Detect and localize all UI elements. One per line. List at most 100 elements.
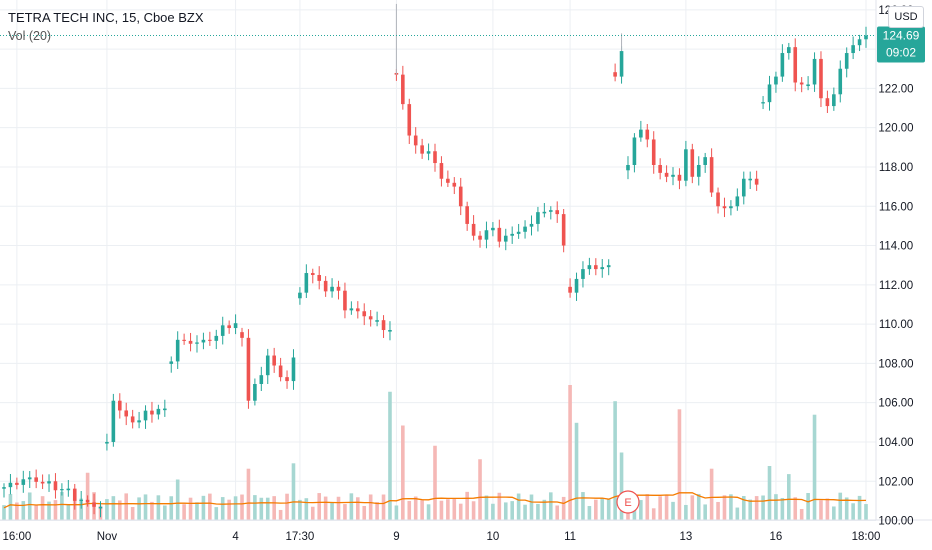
volume-bar [838,492,843,520]
candle-body [857,39,862,46]
volume-bar [40,496,45,520]
symbol-title[interactable]: TETRA TECH INC, 15, Cboe BZX [8,10,204,25]
candle-body [626,165,630,171]
volume-bar [343,504,347,520]
candle-body [285,377,289,382]
volume-bar [735,507,740,520]
volume-bar [729,494,733,520]
volume-bar [664,494,669,520]
volume-bar [2,505,6,520]
candle-body [696,165,701,177]
volume-bar [645,494,650,520]
candle-body [645,129,650,140]
volume-bar [754,496,759,520]
price-tick-label: 102.00 [878,476,913,488]
candle-body [34,477,38,482]
volume-bar [465,491,469,520]
candle-body [47,481,51,484]
price-tick-label: 116.00 [879,201,913,213]
candle-body [465,206,469,224]
volume-bar [34,504,38,520]
candle-body [478,235,482,240]
volume-bar [703,504,707,520]
volume-bar [323,496,328,520]
candle-body [812,58,817,85]
volume-bar [709,468,714,520]
volume-bar [195,502,199,520]
time-axis[interactable]: 16:00 Nov 4 17:30 9 10 11 13 16 18:00 [2,531,880,543]
time-tick-label: 11 [564,531,576,543]
volume-bar [375,502,379,520]
candle-body [137,420,141,423]
candle-body [150,410,154,415]
candle-body [709,157,714,193]
volume-bar [812,414,817,520]
candle-body [594,265,598,270]
volume-bar [799,508,804,520]
candle-body [864,35,868,40]
candle-body [484,230,489,240]
candle-body [246,337,251,401]
volume-bar [568,385,572,520]
candle-body [401,74,405,105]
candle-body [343,290,347,311]
volume-moving-average-line [3,492,867,509]
currency-button[interactable]: USD [888,6,924,28]
volume-bar [111,496,116,520]
volume-bar [484,495,489,520]
candle-body [227,325,231,329]
volume-bar [787,474,791,520]
candle-body [574,278,579,293]
candle-body [66,488,71,491]
volume-bar [819,500,823,520]
candle-body [298,292,302,299]
volume-bar [401,425,405,520]
time-tick-label: 9 [393,531,399,543]
volume-bar [79,498,83,520]
candle-body [651,139,656,165]
volume-bar [143,494,148,520]
volume-indicator-label[interactable]: Vol (20) [8,29,52,43]
volume-bar [420,500,424,520]
candle-body [169,361,174,364]
volume-bar [246,468,251,520]
earnings-marker[interactable]: E [616,490,640,514]
volume-bar [150,501,154,520]
candle-body [658,165,662,173]
candle-body [787,47,791,54]
candle-body [529,223,534,227]
volume-bar [767,466,772,520]
candle-body [748,178,753,181]
candle-body [356,308,360,312]
candle-body [240,332,244,338]
candle-body [163,408,167,411]
volume-bar [536,503,540,520]
volume-bar [317,493,322,520]
volume-bar [516,493,521,520]
volume-bar [291,463,296,520]
price-axis[interactable]: 126.00124.00122.00120.00118.00116.00114.… [878,5,913,528]
time-tick-label: 16:00 [2,531,31,543]
volume-bar [368,494,373,520]
candle-body [208,339,212,341]
candle-body [15,482,19,485]
candle-body [452,182,457,187]
volume-bar [117,500,122,520]
price-tag: 124.69 09:02 [877,26,925,63]
candle-body [619,51,624,77]
price-tag-value: 124.69 [883,29,920,43]
volume-bar [761,495,765,520]
price-tick-label: 120.00 [878,123,913,135]
price-tick-label: 104.00 [878,437,913,449]
price-tick-label: 114.00 [879,241,913,253]
candle-body [143,410,148,421]
volume-bar [716,501,720,520]
volume-bar [774,494,778,520]
time-tick-label: Nov [97,531,118,543]
volume-bar [658,496,662,520]
volume-bar [690,495,695,520]
volume-bar [175,479,180,520]
volume-bar [407,500,412,520]
candle-body [561,214,566,246]
